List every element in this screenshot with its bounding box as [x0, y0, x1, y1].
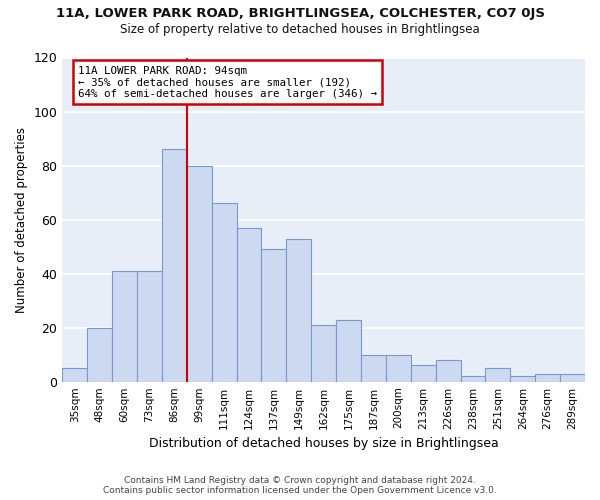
Y-axis label: Number of detached properties: Number of detached properties — [15, 126, 28, 312]
Bar — [336, 320, 361, 382]
Bar — [411, 366, 436, 382]
Bar — [112, 271, 137, 382]
Bar — [485, 368, 511, 382]
Bar — [386, 354, 411, 382]
Bar — [511, 376, 535, 382]
Bar — [535, 374, 560, 382]
Bar — [262, 250, 286, 382]
Text: Size of property relative to detached houses in Brightlingsea: Size of property relative to detached ho… — [120, 22, 480, 36]
Bar — [436, 360, 461, 382]
Bar — [461, 376, 485, 382]
Text: Contains HM Land Registry data © Crown copyright and database right 2024.
Contai: Contains HM Land Registry data © Crown c… — [103, 476, 497, 495]
Bar — [212, 204, 236, 382]
X-axis label: Distribution of detached houses by size in Brightlingsea: Distribution of detached houses by size … — [149, 437, 499, 450]
Bar — [560, 374, 585, 382]
Bar — [236, 228, 262, 382]
Bar — [162, 150, 187, 382]
Bar — [187, 166, 212, 382]
Bar — [137, 271, 162, 382]
Bar — [311, 325, 336, 382]
Text: 11A LOWER PARK ROAD: 94sqm
← 35% of detached houses are smaller (192)
64% of sem: 11A LOWER PARK ROAD: 94sqm ← 35% of deta… — [78, 66, 377, 99]
Text: 11A, LOWER PARK ROAD, BRIGHTLINGSEA, COLCHESTER, CO7 0JS: 11A, LOWER PARK ROAD, BRIGHTLINGSEA, COL… — [56, 8, 545, 20]
Bar — [87, 328, 112, 382]
Bar — [361, 354, 386, 382]
Bar — [62, 368, 87, 382]
Bar — [286, 238, 311, 382]
